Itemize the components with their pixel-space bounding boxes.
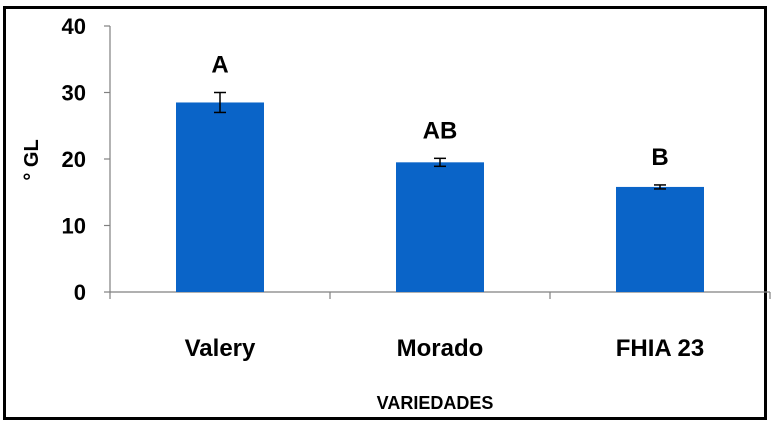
bars [176, 102, 704, 292]
significance-labels: A AB B [211, 52, 668, 171]
bar [176, 102, 264, 292]
category-label: Valery [185, 335, 256, 362]
y-axis-title: ° GL [21, 139, 43, 180]
y-tick-label: 0 [74, 280, 86, 305]
significance-label: B [651, 144, 668, 171]
significance-label: AB [423, 117, 458, 144]
y-ticks: 0 10 20 30 40 [62, 14, 110, 305]
category-label: Morado [397, 335, 484, 362]
significance-label: A [211, 52, 228, 79]
category-labels: Valery Morado FHIA 23 [185, 335, 705, 362]
error-bars [214, 91, 666, 190]
bar [396, 162, 484, 292]
bar [616, 186, 704, 292]
y-tick-label: 30 [62, 81, 86, 106]
category-label: FHIA 23 [616, 335, 704, 362]
x-axis-title: VARIEDADES [377, 393, 494, 413]
y-tick-label: 10 [62, 214, 86, 239]
y-tick-label: 40 [62, 14, 86, 39]
y-tick-label: 20 [62, 147, 86, 172]
